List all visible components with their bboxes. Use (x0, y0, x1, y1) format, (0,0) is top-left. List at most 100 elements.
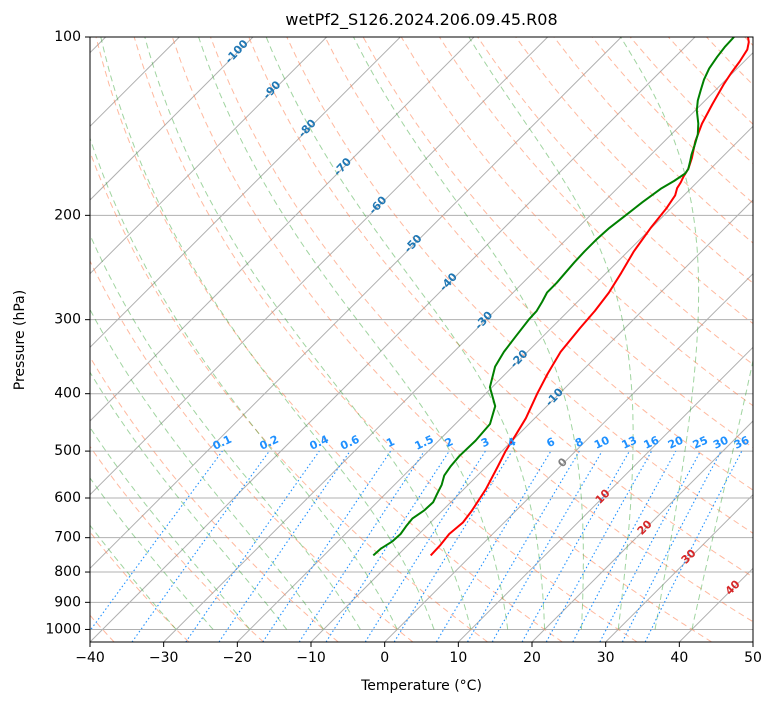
dry-adiabat-label: -100 (222, 37, 251, 66)
y-tick-label: 500 (54, 443, 81, 459)
dry-adiabat (90, 150, 488, 642)
isotherm (236, 125, 753, 642)
y-tick-label: 900 (54, 594, 81, 610)
dry-adiabat-label: -30 (472, 309, 495, 333)
dry-adiabat-label: -70 (331, 155, 354, 179)
moist-adiabat (90, 308, 325, 630)
isotherm (90, 37, 696, 642)
moist-adiabat (198, 37, 509, 630)
x-tick-label: 0 (380, 650, 389, 666)
mixing-ratio-label: 16 (642, 433, 662, 451)
mixing-ratio-line (298, 450, 425, 642)
x-tick-label: −10 (296, 650, 326, 666)
dry-adiabat (90, 531, 190, 642)
temperature-profile-line (429, 37, 750, 557)
isotherm (605, 493, 753, 642)
moist-adiabat-label: 10 (593, 486, 613, 506)
mixing-ratio-label: 0.6 (338, 432, 361, 452)
mixing-ratio-label: 25 (691, 434, 710, 452)
moist-adiabat (90, 371, 288, 630)
isotherm (90, 37, 254, 201)
isotherm (531, 420, 753, 642)
mixing-ratio-label: 0.4 (308, 432, 331, 452)
moist-adiabat (468, 37, 634, 630)
dry-adiabat-label: -20 (508, 347, 531, 371)
y-tick-label: 100 (54, 29, 81, 45)
plot-frame (89, 36, 754, 643)
isotherm (90, 37, 475, 422)
dewpoint-profile-line (372, 37, 735, 557)
dry-adiabat-label: -50 (402, 232, 425, 256)
mixing-ratio-label: 6 (544, 435, 557, 450)
y-tick-label: 200 (54, 207, 81, 223)
mixing-ratio-label: 1 (384, 435, 396, 450)
dry-adiabat (171, 37, 712, 642)
y-tick-label: 700 (54, 530, 81, 546)
moist-adiabat (90, 136, 398, 630)
mixing-ratio-label: 0.2 (258, 433, 281, 453)
x-tick-label: 40 (670, 650, 688, 666)
mixing-ratio-label: 13 (620, 434, 639, 452)
dry-adiabat (90, 259, 414, 642)
x-tick-label: 20 (523, 650, 541, 666)
chart-title: wetPf2_S126.2024.206.09.45.R08 (285, 10, 558, 29)
dry-adiabat-label: -90 (260, 78, 283, 102)
x-tick-label: −30 (149, 650, 179, 666)
moist-adiabat (691, 358, 753, 630)
y-tick-label: 1000 (45, 621, 81, 637)
moist-adiabat-label: 30 (679, 546, 699, 566)
moist-adiabat (90, 524, 177, 630)
isotherm (163, 51, 753, 642)
x-tick-label: 30 (597, 650, 615, 666)
dry-adiabat (515, 37, 753, 284)
mixing-ratio-line (599, 450, 701, 642)
moist-adiabat (353, 37, 584, 630)
mixing-ratio-label: 30 (711, 433, 731, 451)
mixing-ratio-line (572, 450, 677, 642)
mixing-ratio-line (262, 450, 392, 642)
mixing-ratio-label: 10 (592, 433, 612, 451)
mixing-ratio-line (644, 450, 743, 642)
y-tick-label: 300 (54, 312, 81, 328)
x-tick-label: 50 (744, 650, 762, 666)
dry-adiabat (133, 37, 638, 642)
isotherm (457, 346, 753, 642)
x-tick-label: 10 (449, 650, 467, 666)
dry-adiabat-label: -60 (366, 193, 389, 217)
y-tick-label: 800 (54, 564, 81, 580)
isotherm (384, 272, 753, 642)
dry-adiabat (744, 37, 753, 47)
dry-adiabat-label: -80 (296, 117, 319, 141)
mixing-ratio-label: 1.5 (413, 433, 436, 453)
moist-adiabat (265, 37, 546, 630)
mixing-ratio-label: 0.1 (211, 433, 234, 453)
mixing-ratio-line (393, 450, 513, 642)
y-tick-label: 600 (54, 490, 81, 506)
moist-adiabat-label: 0 (555, 455, 570, 470)
isotherm (90, 37, 328, 275)
mixing-ratio-line (545, 450, 653, 642)
dry-adiabat (706, 37, 753, 86)
mixing-ratio-line (90, 450, 223, 632)
mixing-ratio-line (521, 450, 630, 642)
mixing-ratio-label: 2 (443, 435, 455, 450)
dry-adiabat (553, 37, 753, 244)
moist-adiabat (90, 233, 361, 630)
mixing-ratio-line (435, 450, 552, 642)
y-tick-label: 400 (54, 386, 81, 402)
x-axis-label: Temperature (°C) (361, 678, 482, 694)
mixing-ratio-label: 20 (666, 433, 686, 451)
mixing-ratio-line (185, 450, 320, 642)
x-tick-label: −40 (75, 650, 105, 666)
isotherm (90, 37, 622, 570)
dry-adiabat (286, 37, 753, 534)
moist-adiabat (620, 37, 700, 630)
dry-adiabat (324, 37, 753, 491)
moist-adiabat-label: 40 (723, 577, 743, 597)
isotherm (90, 37, 401, 349)
isotherm (752, 641, 753, 642)
dry-adiabat-label: -40 (437, 270, 460, 294)
mixing-ratio-line (325, 450, 450, 642)
